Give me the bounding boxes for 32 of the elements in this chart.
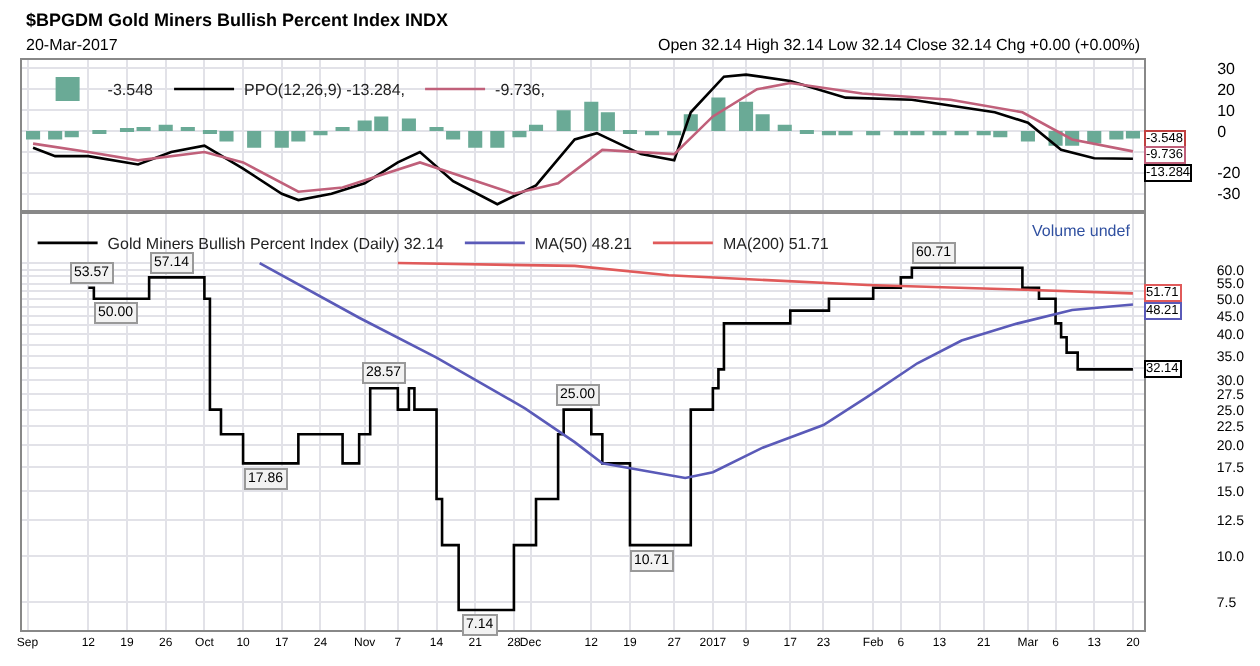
bar <box>26 131 41 140</box>
bar <box>468 131 483 148</box>
y-tick-label: 0 <box>1217 122 1228 141</box>
bar <box>1020 131 1035 142</box>
bar <box>180 126 195 132</box>
legend-label: Gold Miners Bullish Percent Index (Daily) 32.14 <box>107 235 445 254</box>
chart-subtitle: 20-Mar-2017 <box>26 36 119 54</box>
legend-label: -9.736, <box>495 81 545 100</box>
bar <box>490 131 505 148</box>
annotation: Volume undef <box>1032 222 1132 240</box>
legend-label: -3.548 <box>107 81 155 100</box>
bar <box>777 124 792 132</box>
bar <box>247 131 262 148</box>
bar <box>556 110 571 132</box>
legend-label: MA(200) 51.71 <box>722 235 830 254</box>
legend-label: MA(50) 48.21 <box>534 235 633 254</box>
bar <box>158 124 173 132</box>
y-tick-label: 20 <box>1217 80 1237 99</box>
y-tick-label: -30 <box>1217 185 1242 204</box>
chart-title: $BPGDM Gold Miners Bullish Percent Index INDX <box>26 10 449 30</box>
y-tick-label: -20 <box>1217 164 1242 183</box>
bar <box>446 131 461 140</box>
bar <box>528 124 544 132</box>
line-series <box>396 261 1135 295</box>
y-tick-label: 10 <box>1217 101 1237 120</box>
text: Open 32.14 High 32.14 Low 32.14 Close 32.14 Chg +0.00 (+0.00%) <box>658 36 1141 54</box>
bar <box>512 131 527 138</box>
legend-label: PPO(12,26,9) -13.284, <box>244 81 406 100</box>
bar <box>401 118 416 132</box>
y-tick-label: 30 <box>1217 59 1237 78</box>
bar <box>429 126 444 132</box>
bar <box>335 126 350 132</box>
